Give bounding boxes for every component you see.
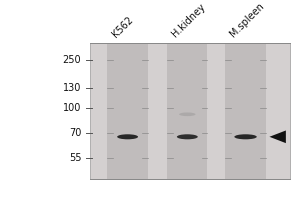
Bar [90, 43, 290, 179]
Text: H.kidney: H.kidney [170, 2, 208, 39]
Polygon shape [269, 130, 286, 143]
Bar [225, 43, 266, 179]
Text: 130: 130 [63, 83, 81, 93]
Ellipse shape [234, 134, 257, 139]
Text: 70: 70 [69, 128, 81, 138]
Bar [107, 43, 148, 179]
Ellipse shape [177, 134, 198, 139]
Bar [167, 43, 208, 179]
Text: M.spleen: M.spleen [228, 1, 266, 39]
Text: 55: 55 [69, 153, 81, 163]
Text: 100: 100 [63, 103, 81, 113]
Ellipse shape [117, 134, 138, 139]
Text: K562: K562 [110, 15, 135, 39]
Text: 250: 250 [63, 55, 81, 65]
Ellipse shape [179, 112, 196, 116]
